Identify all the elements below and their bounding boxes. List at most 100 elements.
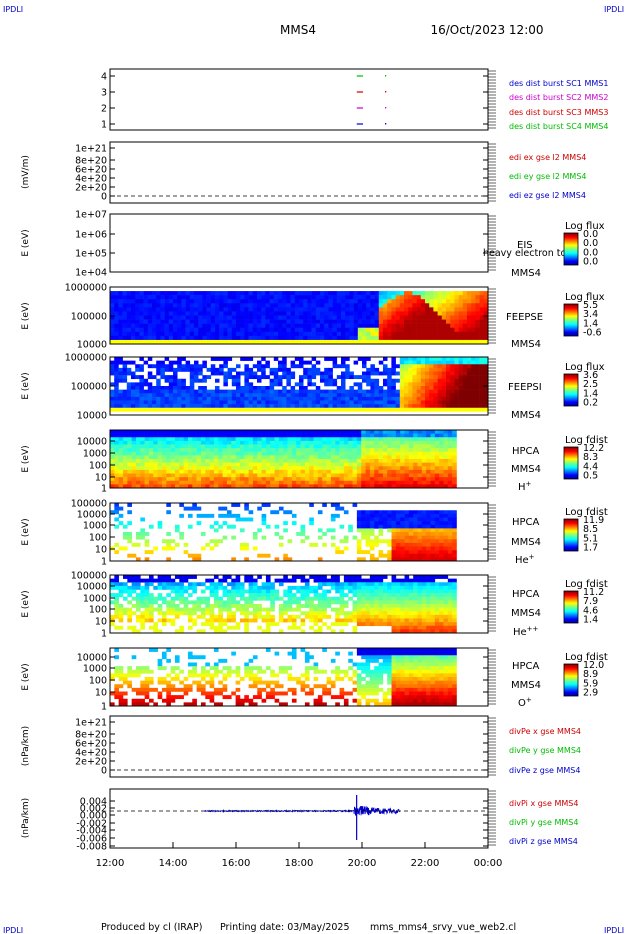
hpca_he-spectrogram-cell xyxy=(122,524,128,529)
hpca_h-spectrogram-cell xyxy=(166,473,171,478)
hpca_hepp-spectrogram-cell xyxy=(179,629,184,633)
feepse-spectrogram-cell xyxy=(143,323,149,329)
hpca_h-spectrogram-cell xyxy=(265,437,271,442)
feepse-spectrogram-cell xyxy=(479,323,485,329)
hpca_hepp-spectrogram-cell xyxy=(335,578,340,583)
feepse-spectrogram-cell xyxy=(290,291,296,296)
feepse-spectrogram-cell xyxy=(408,335,413,341)
feepsi-spectrogram-cell xyxy=(437,404,443,409)
hpca_hepp-spectrogram-cell xyxy=(135,582,141,587)
hpca_he-spectrogram-cell xyxy=(335,546,340,551)
hpca_h-spectrogram-cell xyxy=(187,469,193,474)
feepse-spectrogram-cell xyxy=(210,299,216,304)
feepsi-spectrogram-cell xyxy=(429,389,434,394)
hpca_hepp-spectrogram-cell xyxy=(343,582,349,587)
hpca_hepp-spectrogram-cell xyxy=(300,611,306,616)
feepse-spectrogram-cell xyxy=(307,335,312,341)
feepse-spectrogram-cell xyxy=(273,311,279,316)
feepse-spectrogram-cell xyxy=(282,319,287,324)
feepsi-spectrogram-cell xyxy=(244,371,249,376)
feepse-spectrogram-cell xyxy=(185,303,191,308)
hpca_h-spectrogram-cell xyxy=(252,473,258,478)
feepsi-spectrogram-cell xyxy=(194,364,199,369)
hpca_h-spectrogram-cell xyxy=(231,466,236,471)
hpca_he-spectrogram-cell xyxy=(365,513,371,518)
feepsi-spectrogram-cell xyxy=(219,393,224,398)
hpca_hepp-spectrogram-cell xyxy=(187,575,193,579)
feepse-spectrogram-cell xyxy=(441,311,447,316)
hpca_h-spectrogram-cell xyxy=(287,473,293,478)
feepsi-spectrogram-cell xyxy=(341,357,346,361)
hpca_h-spectrogram-cell xyxy=(270,480,275,485)
feepse-spectrogram-cell xyxy=(185,323,191,329)
feepse-spectrogram-cell xyxy=(345,307,350,312)
hpca_h-spectrogram-cell xyxy=(222,480,228,485)
hpca_h-spectrogram-cell xyxy=(387,473,392,478)
hpca_h-spectrogram-cell xyxy=(148,440,154,445)
feepse-spectrogram-cell xyxy=(479,319,485,324)
eis-cbar-tick: 0.0 xyxy=(583,247,598,258)
feepse-spectrogram-cell xyxy=(160,331,165,337)
hpca_h-spectrogram-cell xyxy=(326,462,332,467)
hpca_h-spectrogram-cell xyxy=(430,444,436,449)
hpca_he-spectrogram-cell xyxy=(140,517,145,522)
hpca_he-spectrogram-cell xyxy=(439,557,444,561)
feepse-spectrogram-cell xyxy=(177,339,182,344)
hpca_hepp-spectrogram-cell xyxy=(252,607,258,612)
hpca_h-spectrogram-cell xyxy=(330,462,336,467)
feepse-spectrogram-cell xyxy=(471,339,476,344)
hpca_h-spectrogram-cell xyxy=(413,440,418,445)
hpca_h-spectrogram-cell xyxy=(239,480,245,485)
hpca_he-spectrogram-cell xyxy=(408,517,414,522)
hpca_he-spectrogram-cell xyxy=(404,521,410,526)
feepsi-spectrogram-cell xyxy=(177,389,182,394)
hpca_h-spectrogram-cell xyxy=(278,462,284,467)
feepsi-spectrogram-cell xyxy=(122,400,128,405)
feepse-spectrogram-cell xyxy=(404,311,409,316)
feepse-spectrogram-cell xyxy=(261,303,266,308)
hpca_h-spectrogram-cell xyxy=(387,440,392,445)
feepsi-spectrogram-cell xyxy=(189,389,195,394)
hpca_hepp-spectrogram-cell xyxy=(309,600,314,605)
feepsi-spectrogram-cell xyxy=(210,400,216,405)
feepsi-spectrogram-cell xyxy=(399,396,405,401)
hpca_hepp-spectrogram-cell xyxy=(140,611,145,616)
feepsi-spectrogram-cell xyxy=(206,407,212,412)
feepse-spectrogram-cell xyxy=(429,331,434,337)
hpca_h-spectrogram-cell xyxy=(426,477,431,482)
hpca_h-spectrogram-cell xyxy=(157,440,163,445)
feepse-spectrogram-cell xyxy=(454,311,459,316)
hpca_hepp-spectrogram-cell xyxy=(144,611,150,616)
feepse-spectrogram-cell xyxy=(290,307,296,312)
feepse-spectrogram-cell xyxy=(244,331,249,337)
feepse-spectrogram-cell xyxy=(118,307,123,312)
feepsi-spectrogram-cell xyxy=(299,386,304,390)
feepsi-spectrogram-cell xyxy=(294,382,300,387)
feepse-spectrogram-cell xyxy=(139,299,144,304)
feepse-spectrogram-cell xyxy=(303,307,308,312)
feepsi-spectrogram-cell xyxy=(462,400,468,405)
feepsi-spectrogram-cell xyxy=(467,371,472,376)
feepsi-spectrogram-cell xyxy=(408,378,413,383)
hpca_he-spectrogram-cell xyxy=(404,528,410,533)
feepsi-spectrogram-cell xyxy=(483,375,488,380)
hpca_hepp-spectrogram-cell xyxy=(114,614,119,619)
feepse-spectrogram-cell xyxy=(383,291,388,296)
hpca_he-spectrogram-cell xyxy=(400,550,405,555)
feepse-spectrogram-cell xyxy=(110,299,115,304)
feepsi-spectrogram-cell xyxy=(370,404,375,409)
hpca_h-spectrogram-cell xyxy=(317,459,323,463)
feepse-spectrogram-cell xyxy=(227,311,233,316)
feepse-spectrogram-cell xyxy=(366,315,371,320)
feepse-spectrogram-cell xyxy=(336,315,342,320)
hpca_hepp-spectrogram-cell xyxy=(317,614,323,619)
hpca_h-spectrogram-cell xyxy=(400,455,405,460)
hpca_h-spectrogram-cell xyxy=(157,433,163,438)
feepse-spectrogram-cell xyxy=(429,315,434,320)
feepsi-spectrogram-cell xyxy=(391,364,396,369)
feepsi-spectrogram-cell xyxy=(404,382,409,387)
hpca_he-spectrogram-cell xyxy=(404,524,410,529)
feepse-spectrogram-cell xyxy=(189,327,195,333)
hpca_h-spectrogram-cell xyxy=(179,448,184,453)
